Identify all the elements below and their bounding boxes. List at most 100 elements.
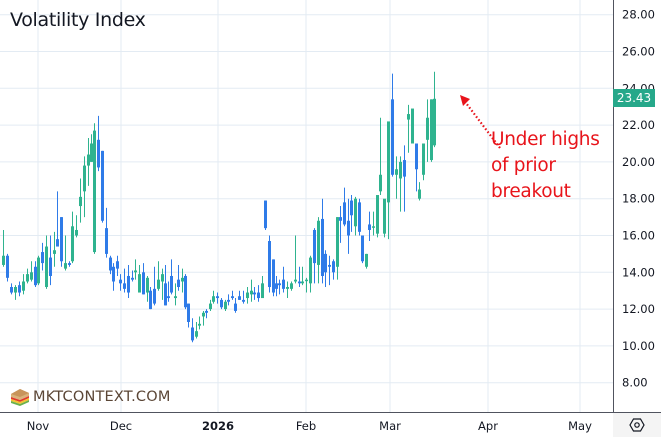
candle bbox=[339, 217, 342, 221]
candle bbox=[365, 253, 368, 267]
candle bbox=[407, 114, 410, 120]
candle bbox=[216, 296, 219, 299]
x-axis-tick-label: Nov bbox=[27, 419, 50, 433]
candle bbox=[131, 277, 134, 280]
chart-title: Volatility Index bbox=[10, 9, 146, 31]
candle bbox=[10, 287, 13, 293]
candle bbox=[105, 228, 108, 254]
candle bbox=[6, 255, 9, 278]
candle bbox=[79, 196, 82, 207]
candle bbox=[22, 281, 25, 291]
candle bbox=[71, 226, 74, 262]
candle bbox=[332, 261, 335, 273]
candle bbox=[45, 246, 48, 288]
candle bbox=[358, 202, 361, 232]
candle bbox=[116, 261, 119, 269]
x-axis-tick-label: 2026 bbox=[202, 419, 234, 433]
candle bbox=[87, 154, 90, 166]
candle bbox=[328, 264, 331, 267]
candle bbox=[161, 274, 164, 282]
candle bbox=[195, 331, 198, 337]
y-axis-tick-label: 8.00 bbox=[622, 376, 648, 390]
brand-logo: MKTCONTEXT.COM bbox=[9, 387, 171, 407]
candle bbox=[167, 296, 170, 299]
y-axis-tick-label: 22.00 bbox=[622, 118, 655, 132]
candle bbox=[146, 277, 149, 293]
candle bbox=[30, 272, 33, 280]
y-axis-tick-label: 26.00 bbox=[622, 45, 655, 59]
x-axis-tick-label: Dec bbox=[110, 419, 132, 433]
candle bbox=[220, 299, 223, 308]
candle bbox=[415, 143, 418, 170]
candle bbox=[426, 117, 429, 140]
candle bbox=[368, 224, 371, 230]
candle bbox=[93, 130, 96, 253]
candle bbox=[411, 108, 414, 144]
y-axis-tick-label: 18.00 bbox=[622, 192, 655, 206]
candle bbox=[90, 143, 93, 162]
x-axis-tick-label: Apr bbox=[478, 419, 498, 433]
candle bbox=[142, 272, 145, 295]
candle bbox=[212, 296, 215, 302]
candle bbox=[313, 229, 316, 264]
settings-hex-icon bbox=[629, 418, 645, 432]
candle bbox=[418, 189, 421, 199]
candle bbox=[294, 279, 297, 282]
candle bbox=[231, 296, 234, 299]
candle bbox=[119, 279, 122, 284]
candle bbox=[68, 263, 71, 265]
candle bbox=[198, 323, 201, 326]
candle bbox=[399, 161, 402, 179]
candle bbox=[227, 299, 230, 302]
candle bbox=[164, 283, 167, 306]
candle bbox=[109, 257, 112, 271]
candle bbox=[253, 292, 256, 295]
candle bbox=[275, 283, 278, 289]
candle bbox=[138, 274, 141, 293]
candle bbox=[224, 301, 227, 310]
candle bbox=[298, 281, 301, 284]
candle bbox=[430, 99, 433, 161]
candle bbox=[41, 252, 44, 264]
candle bbox=[317, 220, 320, 265]
y-axis-tick-label: 28.00 bbox=[622, 8, 655, 22]
candle bbox=[127, 275, 130, 293]
annotation-text: Under highs of prior breakout bbox=[491, 127, 600, 205]
candle bbox=[60, 217, 63, 262]
candle bbox=[250, 290, 253, 295]
candle bbox=[309, 257, 312, 284]
candle bbox=[202, 312, 205, 317]
candle bbox=[177, 279, 180, 288]
chart-settings-button[interactable] bbox=[613, 413, 661, 437]
candle bbox=[272, 259, 275, 293]
candle bbox=[181, 277, 184, 282]
candle bbox=[282, 279, 285, 289]
x-axis-tick-label: Feb bbox=[296, 419, 316, 433]
x-axis-tick-label: Mar bbox=[379, 419, 401, 433]
candle bbox=[153, 288, 156, 304]
candle bbox=[324, 253, 327, 273]
candle bbox=[123, 283, 126, 289]
candle bbox=[350, 200, 353, 216]
candle bbox=[391, 99, 394, 175]
candle bbox=[361, 235, 364, 262]
candle bbox=[184, 275, 187, 308]
candle bbox=[336, 217, 339, 267]
candle bbox=[403, 160, 406, 177]
candle bbox=[376, 195, 379, 234]
candle bbox=[209, 303, 212, 310]
candle bbox=[83, 165, 86, 192]
candle bbox=[14, 287, 17, 293]
candle bbox=[354, 198, 357, 227]
candle bbox=[305, 279, 308, 282]
candle bbox=[101, 150, 104, 221]
candle bbox=[34, 266, 37, 286]
candle bbox=[261, 283, 264, 299]
candle bbox=[234, 303, 237, 311]
candle bbox=[149, 290, 152, 310]
candle bbox=[75, 229, 78, 236]
candle bbox=[174, 296, 177, 299]
y-axis-tick-label: 14.00 bbox=[622, 265, 655, 279]
